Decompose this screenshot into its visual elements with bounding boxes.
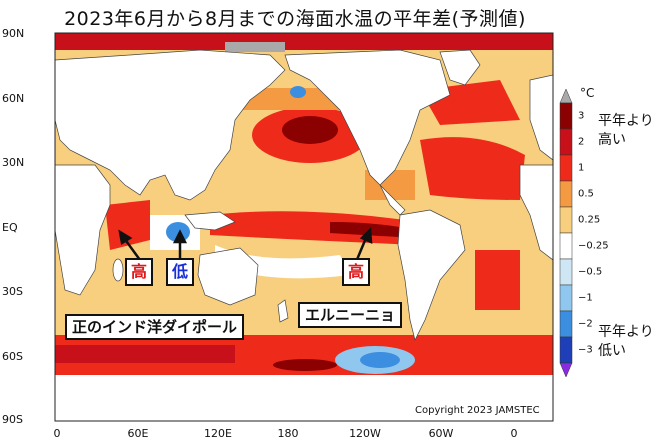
north-america-land [284,49,451,186]
colorbar-segment [559,154,573,182]
central-america-land [379,184,406,216]
north-atlantic-warm [420,137,525,200]
south-pacific-warm-strong [273,359,337,371]
colorbar-segment [559,206,573,234]
map-title: 2023年6月から8月までの海面水温の平年差(予測値) [64,8,526,30]
west-indian-warm [105,200,150,250]
southern-warm-strong [55,345,235,363]
lon-label-0-east: 0 [510,427,518,440]
africa-east-land [519,164,553,261]
colorbar [559,88,573,378]
colorbar-under-triangle [559,362,573,378]
colorbar-over-triangle [559,88,573,104]
low-label-line1: 平年より [598,324,654,340]
colorbar-segment [559,180,573,208]
colorbar-segment [559,232,573,260]
colorbar-segment [559,128,573,156]
south-america-land [397,209,466,342]
colorbar-tick-0-25: 0.25 [578,214,601,226]
colorbar-tick-neg-0-25: −0.25 [578,240,609,252]
high-mark-west-indian: 高 [125,258,154,286]
low-mark-east-indian: 低 [166,258,195,286]
arctic-warm [55,33,553,50]
lon-label-0: 0 [53,427,61,440]
europe-east-land [529,74,553,161]
lon-label-120e: 120E [204,427,232,440]
colorbar-segment [559,284,573,312]
high-label-line2: 高い [598,132,626,148]
bering-cool [290,86,306,98]
australia-land [197,247,259,306]
arrowhead-east-pacific [359,227,373,244]
el-nino-core [330,222,415,238]
annotation-arrows [118,227,373,263]
colorbar-tick-neg-3: −3 [578,344,593,356]
high-label: 平年より 高い [598,112,654,150]
high-label-line1: 平年より [598,113,654,129]
low-label: 平年より 低い [598,323,654,361]
new-zealand-land [277,299,289,323]
lat-label-eq: EQ [2,221,18,234]
el-nino-label: エルニーニョ [298,302,403,328]
north-pacific-warm-core [282,116,338,144]
arctic-over [225,42,285,52]
colorbar-segment [559,336,573,364]
maritime-continent-land [184,211,236,231]
lat-label-30s: 30S [2,285,23,298]
iod-label: 正のインド洋ダイポール [65,314,245,340]
lat-label-90s: 90S [2,413,23,426]
colorbar-tick-neg-0-5: −0.5 [578,266,603,278]
arrow-west-indian [122,237,142,261]
lon-label-60e: 60E [127,427,149,440]
arrowhead-west-indian [118,229,133,246]
south-atlantic-warm [475,250,520,310]
lat-label-60n: 60N [2,92,25,105]
colorbar-tick-1: 1 [578,162,585,174]
colorbar-tick-neg-2: −2 [578,318,593,330]
colorbar-segment [559,310,573,338]
colorbar-tick-neg-1: −1 [578,292,593,304]
south-pacific-cool-core [360,352,400,368]
east-indian-cool [166,222,190,242]
lat-label-30n: 30N [2,156,25,169]
africa-land [55,164,111,296]
colorbar-unit: °C [580,86,595,100]
greenland-land [439,49,481,86]
lon-label-60w: 60W [428,427,454,440]
arrowhead-east-indian [172,229,188,244]
map-frame [54,32,554,422]
colorbar-segment [559,102,573,130]
colorbar-tick-3: 3 [578,110,585,122]
high-mark-east-pacific: 高 [342,258,371,286]
lat-label-60s: 60S [2,350,23,363]
colorbar-tick-2: 2 [578,136,585,148]
eurasia-land [55,49,286,201]
lat-label-90n: 90N [2,27,25,40]
colorbar-segment [559,258,573,286]
lon-label-180: 180 [277,427,299,440]
antarctica [55,375,553,421]
madagascar-land [112,258,124,282]
copyright-text: Copyright 2023 JAMSTEC [415,405,540,416]
low-label-line2: 低い [598,343,626,359]
lon-label-120w: 120W [349,427,381,440]
colorbar-tick-0-5: 0.5 [578,188,594,200]
